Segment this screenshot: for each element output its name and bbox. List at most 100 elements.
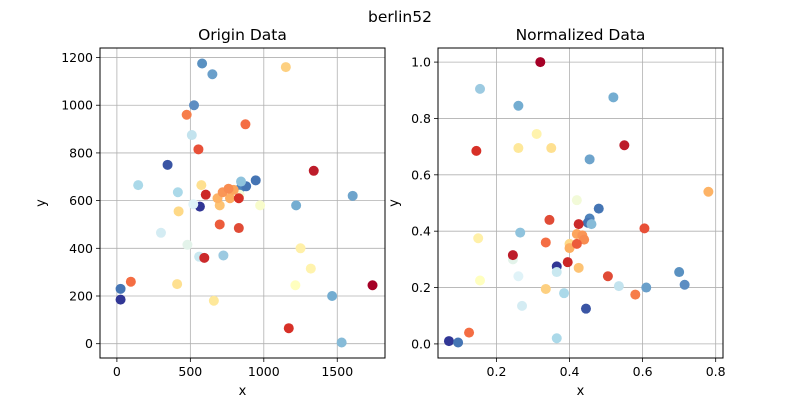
scatter-point [336, 337, 347, 348]
y-tick-label: 200 [69, 289, 93, 304]
scatter-point [196, 180, 207, 191]
x-tick-label: 0.4 [560, 364, 580, 379]
scatter-point [639, 223, 650, 234]
scatter-point [579, 234, 590, 245]
scatter-point [641, 282, 652, 293]
scatter-point [619, 140, 630, 151]
y-tick-label: 0.8 [411, 111, 431, 126]
scatter-point [584, 154, 595, 165]
y-tick-label: 0.0 [411, 336, 431, 351]
axes-frame [99, 47, 386, 359]
scatter-point [155, 227, 166, 238]
y-tick-label: 1.0 [411, 55, 431, 70]
x-tick-label: 500 [178, 364, 202, 379]
scatter-point [200, 189, 211, 200]
scatter-point [540, 237, 551, 248]
x-tick-label: 1000 [248, 364, 280, 379]
figure-suptitle: berlin52 [368, 8, 432, 26]
scatter-point [308, 165, 319, 176]
scatter-point [559, 288, 570, 299]
scatter-point [573, 262, 584, 273]
scatter-point [291, 200, 302, 211]
x-tick-label: 0.8 [706, 364, 726, 379]
scatter-point [573, 219, 584, 230]
panel-title: Normalized Data [516, 26, 646, 44]
scatter-point [443, 336, 454, 347]
scatter-point [593, 203, 604, 214]
scatter-point [608, 92, 619, 103]
scatter-point [295, 243, 306, 254]
scatter-point [236, 176, 247, 187]
scatter-point [674, 267, 685, 278]
scatter-point [172, 279, 183, 290]
scatter-point [290, 280, 301, 291]
y-axis-label: y [387, 199, 402, 207]
scatter-point [182, 239, 193, 250]
scatter-point [630, 289, 641, 300]
scatter-point [283, 323, 294, 334]
scatter-point [186, 130, 197, 141]
scatter-point [240, 119, 251, 130]
scatter-point [367, 280, 378, 291]
scatter-points [443, 57, 714, 348]
scatter-point [544, 214, 555, 225]
x-tick-label: 0 [113, 364, 121, 379]
scatter-point [197, 58, 208, 69]
scatter-point [280, 62, 291, 73]
scatter-point [464, 327, 475, 338]
scatter-point [613, 281, 624, 292]
y-tick-label: 0.6 [411, 167, 431, 182]
y-axis-label: y [34, 199, 49, 207]
scatter-point [115, 283, 126, 294]
scatter-point [562, 257, 573, 268]
scatter-point [513, 271, 524, 282]
scatter-point [214, 219, 225, 230]
scatter-point [162, 159, 173, 170]
x-tick-label: 0.2 [487, 364, 507, 379]
scatter-point [513, 100, 524, 111]
scatter-point [188, 199, 199, 210]
scatter-point [531, 128, 542, 139]
scatter-point [679, 279, 690, 290]
origin-data-panel: 0 500 1000 1500 0 200 400 600 800 1000 1200 Origin … [34, 26, 386, 399]
axes-frame [437, 47, 724, 359]
scatter-point [193, 144, 204, 155]
y-tick-label: 1200 [61, 50, 93, 65]
y-tick-label: 400 [69, 241, 93, 256]
x-axis-label: x [577, 384, 585, 399]
scatter-point [471, 145, 482, 156]
scatter-point [475, 275, 486, 286]
scatter-point [218, 250, 229, 261]
scatter-point [225, 193, 236, 204]
scatter-point [551, 333, 562, 344]
scatter-point [172, 187, 183, 198]
scatter-point [125, 276, 136, 287]
scatter-point [507, 250, 518, 261]
panel-title: Origin Data [198, 26, 287, 44]
x-axis-label: x [239, 384, 247, 399]
scatter-point [571, 238, 582, 249]
scatter-point [475, 83, 486, 94]
scatter-point [327, 291, 338, 301]
y-tick-label: 1000 [61, 98, 93, 113]
x-tick-label: 0.6 [633, 364, 653, 379]
scatter-point [199, 252, 210, 263]
scatter-point [586, 219, 597, 230]
grid [100, 48, 385, 358]
scatter-point [133, 180, 144, 191]
scatter-point [255, 200, 266, 211]
scatter-point [223, 183, 234, 194]
scatter-point [189, 100, 200, 111]
scatter-point [173, 206, 184, 217]
y-tick-label: 0.4 [411, 224, 431, 239]
scatter-point [473, 233, 484, 244]
scatter-point [233, 223, 244, 234]
scatter-point [181, 109, 192, 120]
scatter-point [115, 294, 126, 305]
scatter-point [513, 143, 524, 154]
scatter-point [250, 175, 261, 186]
scatter-point [208, 295, 219, 306]
scatter-point [580, 303, 591, 314]
y-tick-label: 800 [69, 145, 93, 160]
